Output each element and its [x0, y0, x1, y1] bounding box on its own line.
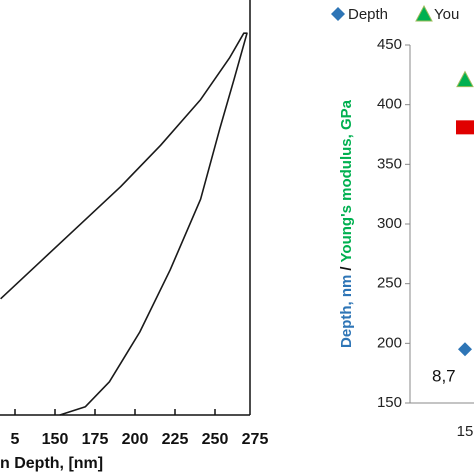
legend-label: You: [434, 6, 459, 23]
legend-marker: [415, 4, 433, 22]
data-point: [456, 120, 474, 135]
y-tick-label: 200: [377, 334, 402, 351]
legend-marker: [331, 7, 345, 21]
x-tick-label: 175: [82, 431, 109, 448]
x-tick-label: 250: [202, 431, 229, 448]
y-axis-label-part: /: [338, 266, 355, 271]
x-tick-label: 5: [11, 431, 20, 448]
y-tick-label: 450: [377, 36, 402, 53]
y-tick-label: 350: [377, 155, 402, 172]
data-point: [456, 70, 474, 88]
y-tick-label: 250: [377, 275, 402, 292]
x-tick-label: 225: [162, 431, 189, 448]
legend-label: Depth: [348, 6, 388, 23]
x-tick-label: 150: [42, 431, 69, 448]
x-axis-label: n Depth, [nm]: [0, 455, 103, 472]
data-point: [458, 342, 472, 357]
curve: [0, 32, 248, 416]
y-tick-label: 400: [377, 96, 402, 113]
annotation: 8,7: [432, 366, 456, 385]
x-tick-label: 275: [242, 431, 269, 448]
y-axis-label-part: Depth, nm: [338, 275, 355, 348]
y-axis-label-part: Young's modulus, GPa: [338, 99, 355, 262]
y-tick-label: 300: [377, 215, 402, 232]
y-axis-label: Depth, nm / Young's modulus, GPa: [338, 99, 355, 348]
x-tick-label: 200: [122, 431, 149, 448]
y-tick-label: 150: [377, 394, 402, 411]
x-tick-label: 15: [457, 423, 474, 440]
